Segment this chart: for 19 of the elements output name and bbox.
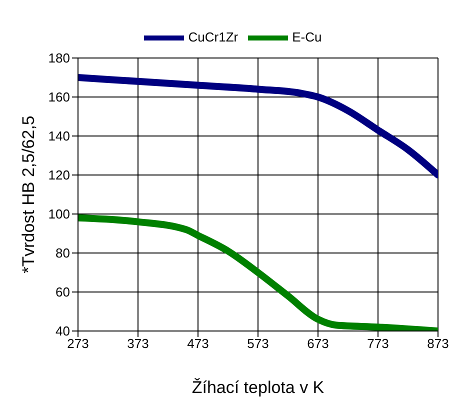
y-tick-label: 180 bbox=[48, 50, 70, 66]
y-tick-label: 60 bbox=[56, 284, 70, 300]
y-tick-label: 160 bbox=[48, 90, 70, 105]
y-tick-label: 140 bbox=[48, 128, 70, 144]
x-axis-title: Žíhací teplota v K bbox=[192, 378, 325, 398]
y-tick-label: 80 bbox=[56, 246, 70, 261]
x-tick-label: 373 bbox=[127, 336, 149, 352]
legend-label: CuCr1Zr bbox=[188, 29, 238, 44]
x-tick-label: 773 bbox=[367, 336, 389, 352]
x-tick-label: 273 bbox=[67, 336, 89, 352]
y-axis-title: *Tvrdost HB 2,5/62,5 bbox=[19, 116, 38, 274]
y-tick-label: 100 bbox=[48, 206, 70, 222]
x-tick-label: 473 bbox=[187, 336, 209, 352]
x-tick-label: 573 bbox=[247, 336, 269, 352]
y-tick-label: 120 bbox=[48, 168, 70, 183]
x-tick-label: 673 bbox=[307, 336, 329, 352]
x-tick-label: 873 bbox=[427, 336, 449, 352]
legend-label: E-Cu bbox=[292, 29, 322, 44]
y-tick-label: 40 bbox=[56, 324, 70, 339]
